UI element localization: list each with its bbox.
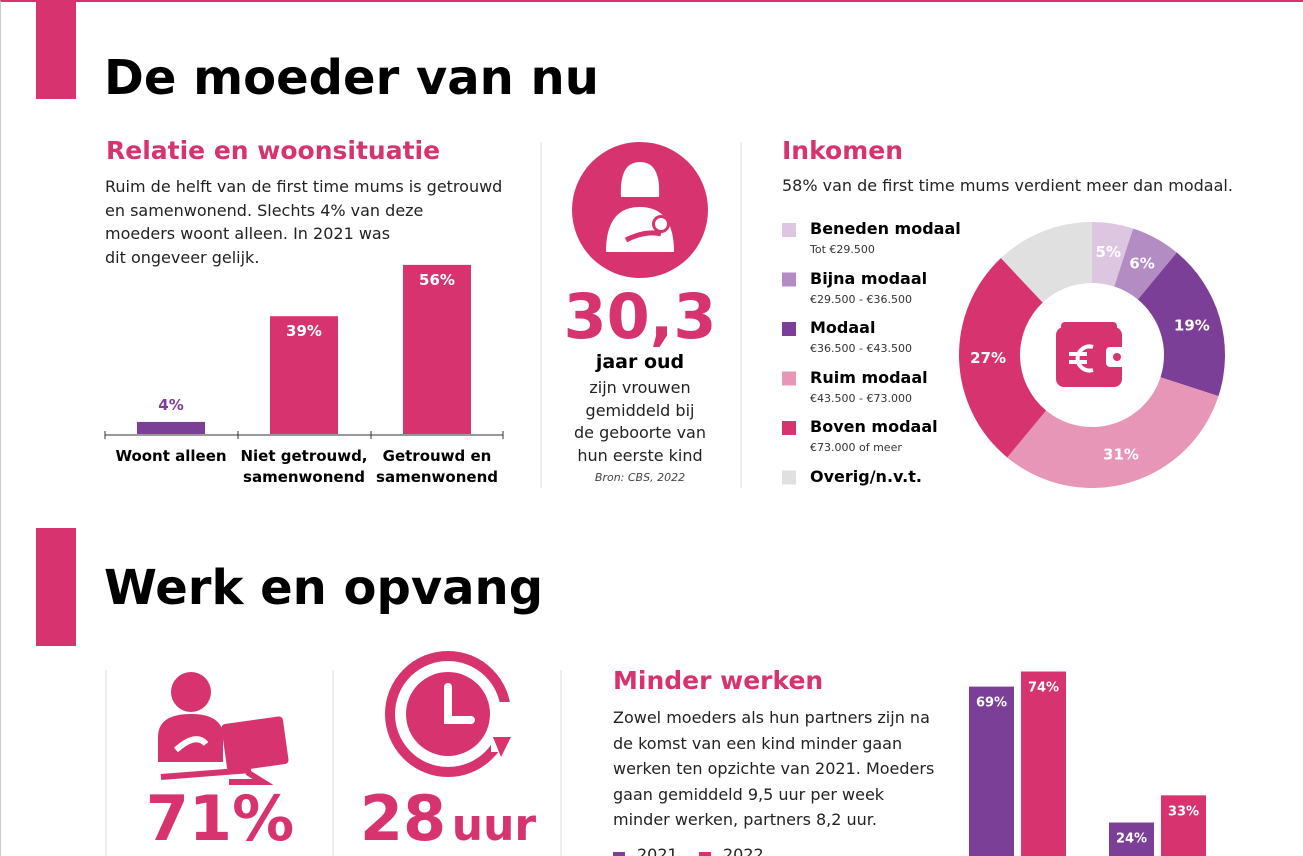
category-label: Niet getrouwd, samenwonend <box>240 447 368 486</box>
donut-slice <box>1000 222 1092 303</box>
stat-value: 28 uur <box>341 782 555 855</box>
value-label: 33% <box>1168 804 1199 819</box>
donut-slice <box>959 258 1047 458</box>
age-unit: jaar oud <box>595 351 685 373</box>
bar <box>1109 822 1154 856</box>
subtitle: 58% van de first time mums verdient meer… <box>782 176 1233 195</box>
text-line: de komst van een kind minder gaan <box>613 733 903 753</box>
text-line: de geboorte van <box>573 423 706 442</box>
text-line: gemiddeld bij <box>585 400 695 420</box>
accent-block <box>36 2 76 99</box>
text-line: moeders woont alleen. In 2021 was <box>105 224 391 243</box>
donut-slice <box>1092 222 1134 287</box>
bar <box>1161 795 1206 856</box>
legend-label: Overig/n.v.t. <box>810 466 922 486</box>
category-label: Woont alleen <box>115 447 227 465</box>
value-label: 6% <box>1129 254 1154 272</box>
legend-sublabel: €29.500 - €36.500 <box>810 292 912 306</box>
legend-swatch <box>782 421 796 435</box>
block-title: Inkomen <box>782 136 904 165</box>
value-label: 27% <box>970 349 1006 367</box>
legend-swatch <box>782 272 796 287</box>
legend-sublabel: Tot €29.500 <box>810 243 875 256</box>
legend-swatch <box>782 223 796 237</box>
legend-label: Modaal <box>810 318 876 337</box>
legend-swatch <box>782 470 796 485</box>
text-line: werken ten opzichte van 2021. Moeders <box>613 759 935 778</box>
bar <box>969 686 1014 856</box>
legend-swatch <box>699 852 711 856</box>
age-value: 30,3 <box>563 280 717 353</box>
value-label: 5% <box>1096 243 1121 261</box>
mother-icon <box>572 142 708 278</box>
source: Bron: CBS, 2022 <box>594 471 686 484</box>
bar <box>403 264 471 434</box>
stat-value: 71% <box>145 782 295 855</box>
legend-label: Beneden modaal <box>810 219 961 238</box>
work-icon <box>158 672 289 785</box>
legend-swatch <box>782 371 796 386</box>
text-line: dit ongeveer gelijk. <box>105 247 260 267</box>
donut-slice <box>1007 377 1219 489</box>
value-label: 19% <box>1174 316 1210 334</box>
text-line: en samenwonend. Slechts 4% van deze <box>105 200 424 220</box>
text-line: hun eerste kind <box>577 445 703 465</box>
legend-sublabel: €36.500 - €43.500 <box>810 342 912 355</box>
legend-label: 2021 <box>637 845 678 856</box>
value-label: 24% <box>1116 832 1147 847</box>
legend-swatch <box>613 852 625 856</box>
text-line: Ruim de helft van de first time mums is … <box>105 177 503 196</box>
text-line: gaan gemiddeld 9,5 uur per week <box>613 784 885 804</box>
stat-unit: uur <box>451 800 537 851</box>
legend-swatch <box>782 322 796 336</box>
donut-slice <box>1114 228 1177 300</box>
value-label: 4% <box>158 396 183 414</box>
legend-label: Boven modaal <box>810 417 938 436</box>
text-line: Zowel moeders als hun partners zijn na <box>613 708 930 727</box>
category-label: Getrouwd en samenwonend <box>376 447 498 486</box>
block-title: Relatie en woonsituatie <box>106 136 441 165</box>
value-label: 74% <box>1028 681 1059 696</box>
legend-label: Bijna modaal <box>810 268 928 288</box>
legend-label: 2022 <box>723 845 764 856</box>
legend-label: Ruim modaal <box>810 367 928 387</box>
text-line: minder werken, partners 8,2 uur. <box>613 810 877 829</box>
value-label: 39% <box>286 322 322 340</box>
text-line: zijn vrouwen <box>589 378 691 397</box>
value-label: 56% <box>419 271 455 289</box>
bar <box>270 316 338 434</box>
block-title: Minder werken <box>613 666 824 695</box>
clock-icon <box>385 651 521 777</box>
wallet-icon <box>1056 322 1128 387</box>
donut-slice <box>1137 252 1225 397</box>
section-title: De moeder van nu <box>104 50 599 106</box>
accent-block <box>36 528 76 646</box>
value-label: 69% <box>976 696 1007 711</box>
stat-number: 28 <box>359 782 447 855</box>
section-title: Werk en opvang <box>104 560 544 616</box>
value-label: 31% <box>1103 445 1139 463</box>
bar <box>137 421 205 434</box>
legend-sublabel: €73.000 of meer <box>810 441 902 454</box>
legend-sublabel: €43.500 - €73.000 <box>810 391 912 405</box>
bar <box>1021 671 1066 856</box>
